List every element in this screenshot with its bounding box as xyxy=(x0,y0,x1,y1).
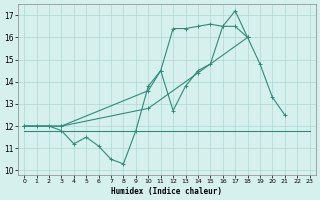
X-axis label: Humidex (Indice chaleur): Humidex (Indice chaleur) xyxy=(111,187,222,196)
